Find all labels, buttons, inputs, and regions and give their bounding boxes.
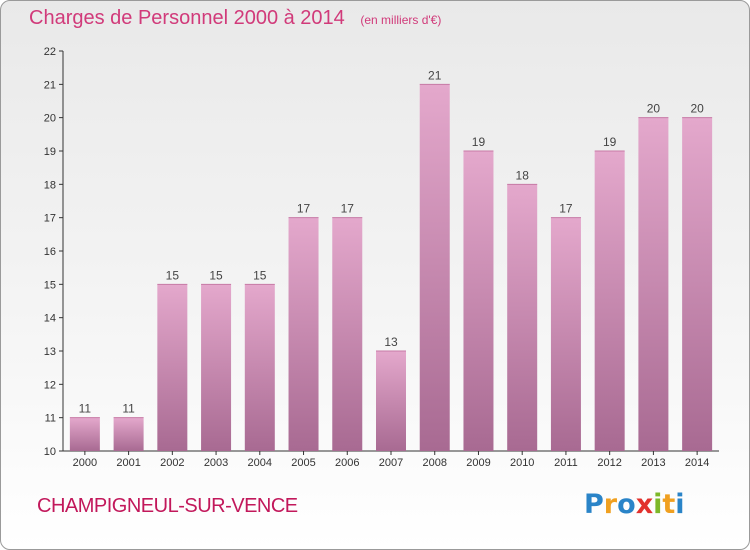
bar [638,117,669,452]
bar [550,217,581,451]
bar-value-label: 17 [559,202,573,216]
bar-value-label: 15 [253,268,267,282]
x-tick-label: 2009 [466,457,490,469]
x-tick-label: 2004 [248,457,272,469]
logo-letter: P [584,489,604,520]
bar-value-label: 21 [428,68,442,82]
x-tick-label: 2003 [204,457,228,469]
logo-letter: t [662,489,676,520]
bar-value-label: 15 [166,268,180,282]
x-tick-label: 2011 [554,457,578,469]
chart-bars: 11 11 15 15 15 17 17 13 21 19 18 17 19 20 20 [69,68,713,452]
bar [376,351,406,451]
bar-value-label: 20 [690,102,704,116]
x-tick-label: 2014 [685,457,709,469]
logo-letter: i [653,489,663,520]
bar-value-label: 17 [341,202,355,216]
x-tick-label: 2013 [641,457,665,469]
y-tick-label: 13 [44,346,56,358]
bar-value-label: 18 [516,168,530,182]
logo-letter: r [603,489,618,520]
bar-value-label: 13 [384,335,398,349]
logo-letter: i [675,489,685,520]
y-tick-label: 16 [44,246,56,258]
bar [463,151,494,451]
bar-value-label: 11 [79,402,92,416]
y-tick-label: 18 [44,179,56,191]
y-tick-label: 12 [44,379,56,391]
commune-name: CHAMPIGNEUL-SUR-VENCE [37,495,298,517]
chart-title-block: Charges de Personnel 2000 à 2014 (en mil… [29,7,441,30]
bar [288,217,319,451]
x-tick-label: 2007 [379,457,403,469]
bar [244,284,275,451]
y-tick-label: 11 [45,413,56,425]
bar [69,417,100,451]
y-tick-label: 10 [44,446,56,458]
bar-value-label: 19 [472,135,486,149]
proxiti-logo: Proxiti [584,489,685,520]
x-tick-label: 2000 [73,457,97,469]
x-tick-label: 2005 [291,457,315,469]
y-tick-label: 15 [44,279,56,291]
bar-value-label: 17 [297,202,311,216]
x-tick-label: 2008 [422,457,446,469]
y-tick-label: 21 [44,79,56,91]
bar [419,84,450,451]
y-tick-label: 17 [44,213,56,225]
y-tick-label: 14 [44,313,56,325]
bar-value-label: 15 [209,268,223,282]
x-tick-label: 2012 [597,457,621,469]
logo-letter: x [635,489,654,520]
x-tick-label: 2002 [160,457,184,469]
bar [157,284,188,451]
bar [113,417,144,451]
y-tick-label: 20 [44,113,56,125]
bar [507,184,538,452]
x-tick-label: 2006 [335,457,359,469]
bar-value-label: 19 [603,135,617,149]
chart-title: Charges de Personnel 2000 à 2014 [29,7,345,29]
chart-subtitle: (en milliers d'€) [360,13,442,27]
bar-value-label: 20 [647,102,661,116]
bar [332,217,363,451]
y-tick-label: 19 [44,146,56,158]
bar [201,284,232,451]
x-tick-label: 2010 [510,457,534,469]
bar [682,117,713,452]
bar-value-label: 11 [122,402,135,416]
x-tick-label: 2001 [116,457,140,469]
y-tick-label: 22 [44,46,56,58]
bar [594,151,625,451]
logo-letter: o [617,489,636,520]
